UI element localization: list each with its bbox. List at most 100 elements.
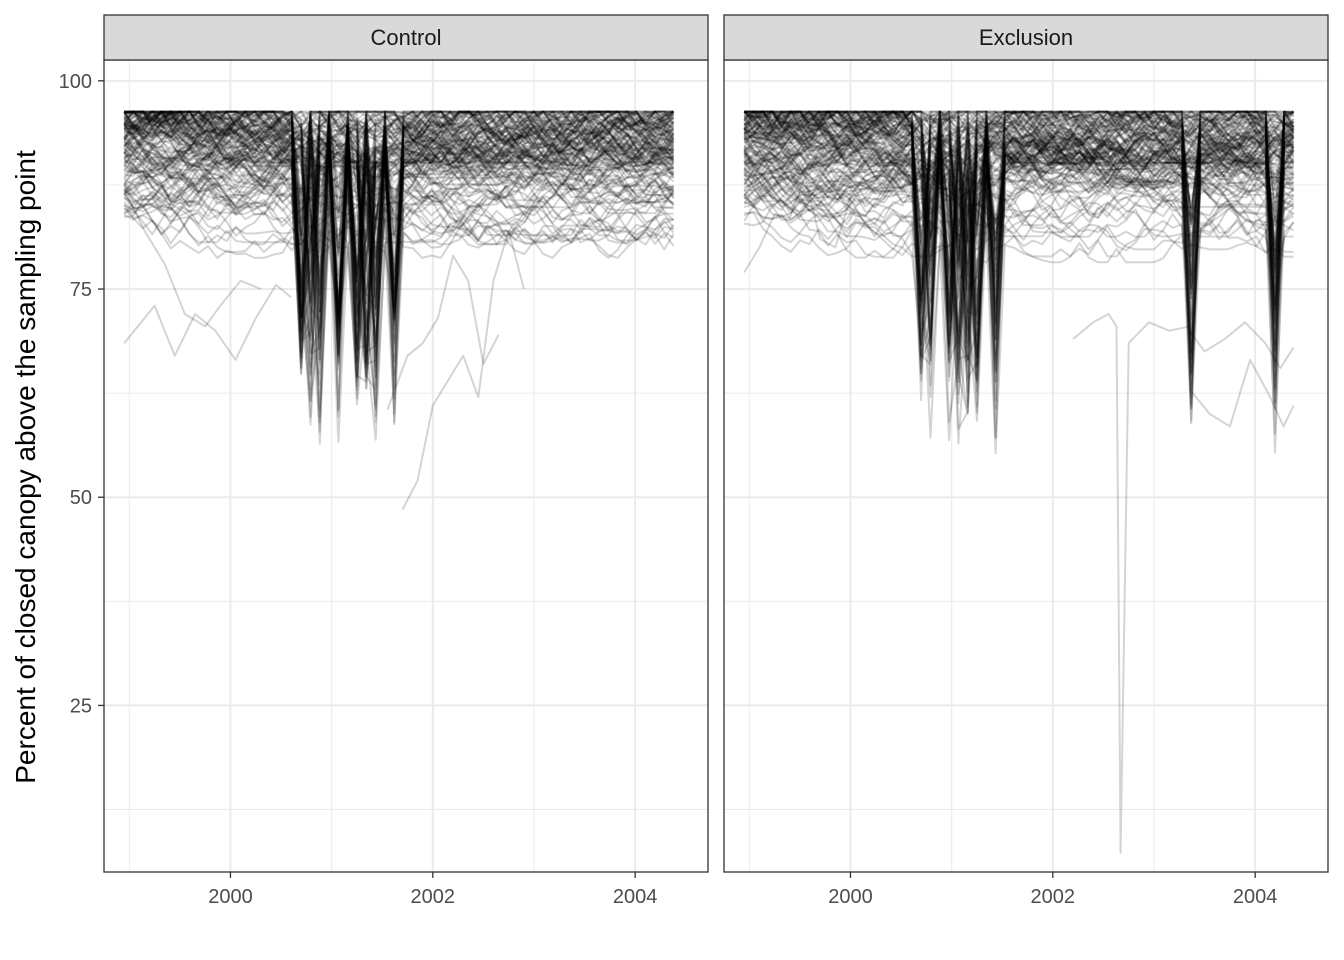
series-line	[123, 110, 675, 305]
series-line	[743, 135, 1295, 349]
series-line	[744, 123, 1295, 356]
series-line	[123, 122, 675, 363]
series-line	[123, 110, 675, 364]
series-line	[743, 110, 1295, 302]
series-line	[743, 110, 1294, 324]
series-line	[743, 110, 1295, 408]
series-line	[123, 117, 675, 355]
series-line	[123, 110, 675, 203]
series-line	[123, 151, 674, 364]
series-line	[743, 110, 1295, 327]
series-line	[123, 184, 675, 415]
series-line	[123, 110, 675, 298]
series-line	[123, 123, 675, 445]
series-line	[743, 110, 1295, 195]
series-line	[743, 111, 1295, 369]
facet-panel-control: Control 2000 2002 2004 25 50 75 100	[59, 14, 709, 908]
series-line	[743, 110, 1295, 410]
series-line	[124, 110, 674, 317]
series-line	[743, 110, 1295, 326]
series-line	[123, 110, 675, 352]
series-line	[743, 147, 1294, 414]
series-line	[743, 127, 1294, 386]
series-line	[743, 120, 1294, 410]
series-line	[743, 110, 1294, 370]
series-line	[123, 110, 675, 277]
series-line	[744, 110, 1294, 362]
series-line	[124, 149, 674, 359]
series-line	[743, 110, 1294, 368]
series-line	[123, 162, 675, 403]
series-line	[743, 128, 1295, 393]
series-line	[743, 128, 1295, 442]
series-line	[123, 113, 675, 418]
series-line	[123, 136, 675, 443]
series-line	[743, 110, 1295, 385]
series-line	[743, 110, 1294, 329]
series-line	[123, 110, 675, 317]
series-line	[123, 127, 675, 407]
series-line	[123, 174, 675, 424]
series-line-outlier	[743, 175, 852, 273]
series-line	[123, 110, 674, 299]
series-line	[123, 110, 675, 347]
facet-strip	[723, 14, 1329, 61]
series-line	[123, 190, 674, 441]
series-line	[743, 116, 1295, 341]
series-line	[123, 173, 675, 411]
series-line	[123, 119, 675, 371]
series-line	[123, 138, 675, 206]
series-line	[743, 110, 1295, 440]
facet-strip	[103, 14, 709, 61]
series-line	[743, 110, 1295, 291]
series-line	[123, 110, 675, 313]
series-line	[743, 110, 1295, 364]
series-line	[124, 110, 674, 319]
series-line	[743, 110, 1294, 416]
series-line	[124, 110, 675, 375]
series-line	[744, 151, 1295, 410]
series-line-outlier	[1188, 358, 1295, 428]
series-line	[743, 132, 1295, 405]
series-line	[743, 127, 1295, 381]
series-line	[123, 110, 675, 376]
series-line	[743, 110, 1295, 225]
series-line	[123, 110, 674, 368]
series-line	[743, 157, 1295, 424]
series-line	[744, 110, 1295, 362]
series-line	[743, 112, 1294, 261]
facet-panels: Control 2000 2002 2004 25 50 75 100 Exclusion 200…	[59, 14, 1329, 908]
series-line	[743, 110, 1294, 311]
series-line	[743, 110, 1294, 383]
series-line	[124, 110, 675, 286]
series-line	[123, 110, 674, 313]
y-tick-label: 100	[59, 71, 92, 93]
series-line	[123, 110, 675, 391]
series-line	[744, 110, 1295, 362]
series-line	[743, 127, 1294, 350]
series-line	[123, 110, 675, 338]
series-line	[743, 110, 1295, 362]
series-line	[123, 110, 675, 270]
series-line	[124, 110, 675, 319]
series-line	[123, 110, 675, 333]
series-line	[123, 110, 675, 350]
series-line	[124, 110, 674, 281]
series-line	[743, 136, 1295, 400]
series-line	[124, 110, 674, 331]
series-line-outlier	[1188, 321, 1295, 370]
series-line	[744, 110, 1295, 265]
series-line	[124, 110, 674, 363]
series-line	[743, 122, 1294, 379]
series-line	[123, 110, 674, 312]
series-line	[743, 110, 1295, 362]
series-line	[123, 148, 674, 410]
series-line	[744, 110, 1295, 382]
y-axis-title: Percent of closed canopy above the sampl…	[10, 150, 41, 784]
series-line	[743, 110, 1295, 349]
series-line	[123, 123, 675, 378]
series-line	[124, 110, 674, 287]
series-line	[743, 110, 1295, 225]
series-line-outlier	[123, 188, 262, 328]
series-line	[123, 166, 675, 426]
